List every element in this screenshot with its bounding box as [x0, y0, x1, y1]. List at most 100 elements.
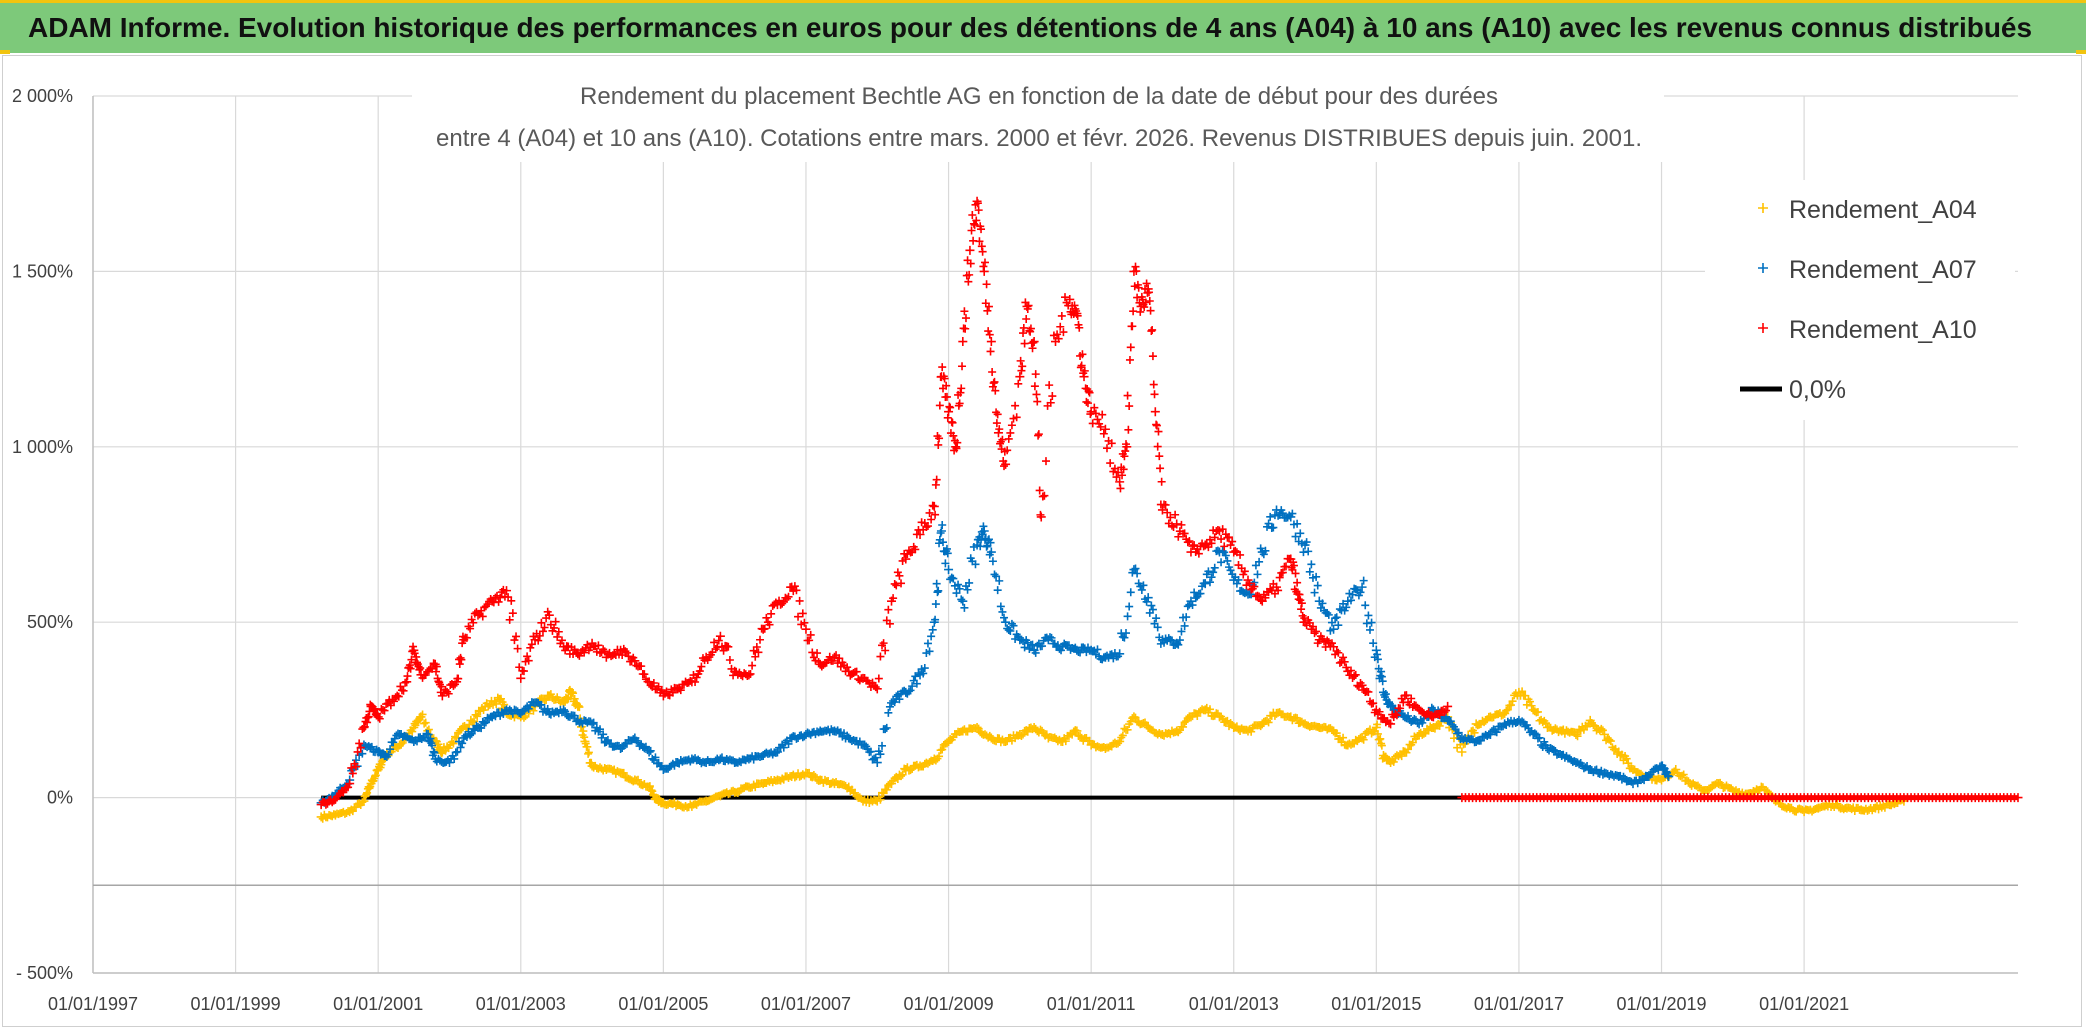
y-tick-label: 1 500% [12, 261, 73, 281]
data-point [1026, 324, 1035, 333]
data-point [1391, 710, 1400, 719]
data-point [676, 686, 685, 695]
data-point [1106, 459, 1115, 468]
data-point [442, 757, 451, 766]
data-point [390, 697, 399, 706]
data-point [420, 719, 429, 728]
data-point [546, 690, 555, 699]
data-point [1205, 535, 1214, 544]
data-point [1040, 491, 1049, 500]
chart-area: 01/01/1997 01/01/1999 01/01/2001 01/01/2003… [12, 74, 2023, 1014]
data-point [897, 772, 906, 781]
data-point [651, 753, 660, 762]
data-point [1218, 546, 1227, 555]
data-point [406, 664, 415, 673]
data-point [1152, 421, 1161, 430]
data-point [885, 702, 894, 711]
data-point [908, 682, 917, 691]
y-tick-label: 1 000% [12, 437, 73, 457]
data-point [1014, 379, 1023, 388]
data-point [1090, 403, 1099, 412]
data-point [542, 614, 551, 623]
data-point [1234, 575, 1243, 584]
data-point [1332, 646, 1341, 655]
data-point [1148, 605, 1157, 614]
data-point [1116, 484, 1125, 493]
data-point [1297, 539, 1306, 548]
data-point [1507, 701, 1515, 710]
data-point [986, 347, 995, 356]
data-point [538, 627, 547, 636]
data-point [724, 642, 733, 651]
data-point [990, 570, 999, 579]
data-point [1041, 457, 1050, 466]
data-point [906, 686, 915, 695]
data-point [1144, 288, 1153, 297]
data-point [1679, 770, 1688, 779]
data-point [751, 652, 760, 661]
data-point [342, 808, 351, 817]
data-point [1396, 704, 1405, 713]
x-tick-label: 01/01/2021 [1759, 994, 1849, 1014]
data-point [928, 501, 937, 510]
data-point [384, 750, 393, 759]
data-point [1324, 610, 1333, 619]
legend-label-a07: Rendement_A07 [1789, 256, 1977, 284]
data-point [952, 589, 961, 598]
data-point [1080, 366, 1089, 375]
data-point [1053, 641, 1062, 650]
data-point [1047, 633, 1056, 642]
data-point [1247, 727, 1256, 736]
data-point [1435, 721, 1444, 730]
data-point [931, 510, 940, 519]
data-point [444, 744, 453, 753]
data-point [583, 742, 592, 751]
data-point [884, 605, 893, 614]
data-point [955, 584, 964, 593]
data-point [979, 262, 988, 271]
data-point [1171, 510, 1180, 519]
x-tick-label: 01/01/2013 [1189, 994, 1279, 1014]
data-point [1083, 399, 1092, 408]
data-point [644, 747, 654, 757]
data-point [931, 600, 940, 609]
data-point [1470, 728, 1479, 737]
data-point [1454, 728, 1463, 737]
data-point [542, 696, 551, 705]
data-point [473, 712, 482, 721]
data-point [871, 753, 880, 762]
data-point [1597, 766, 1606, 775]
x-tick-label: 01/01/1997 [48, 994, 138, 1014]
data-point [492, 699, 501, 708]
data-point [691, 677, 700, 686]
data-point [1624, 759, 1633, 768]
data-point [380, 706, 389, 715]
data-point [954, 580, 963, 589]
data-point [979, 522, 988, 531]
data-point [507, 596, 516, 605]
data-point [953, 438, 962, 447]
data-point [1597, 724, 1606, 733]
legend-marker-a04 [1758, 203, 1768, 213]
data-point [1240, 567, 1249, 576]
data-point [798, 770, 807, 779]
data-point [876, 652, 885, 661]
data-point [1334, 648, 1343, 657]
data-point [965, 270, 974, 279]
data-point [529, 706, 538, 715]
data-point [965, 578, 974, 587]
data-point [1397, 694, 1406, 703]
data-point [1274, 586, 1283, 595]
data-point [1180, 621, 1189, 630]
data-point [813, 649, 822, 658]
data-point [393, 691, 402, 700]
data-point [1476, 736, 1485, 745]
data-point [1331, 614, 1340, 623]
data-point [1193, 711, 1202, 720]
data-point [1166, 513, 1175, 522]
data-point [1218, 525, 1227, 534]
data-point [876, 750, 885, 759]
data-point [1220, 542, 1229, 551]
data-point [410, 649, 419, 658]
data-point [1053, 330, 1062, 339]
